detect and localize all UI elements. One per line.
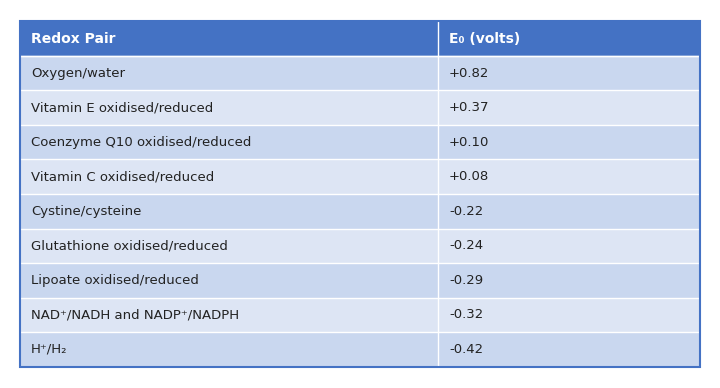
Text: NAD⁺/NADH and NADP⁺/NADPH: NAD⁺/NADH and NADP⁺/NADPH <box>31 308 239 321</box>
Text: -0.42: -0.42 <box>449 343 483 356</box>
Text: Vitamin E oxidised/reduced: Vitamin E oxidised/reduced <box>31 101 213 114</box>
Bar <box>20 263 700 298</box>
Text: Coenzyme Q10 oxidised/reduced: Coenzyme Q10 oxidised/reduced <box>31 136 251 149</box>
Text: Oxygen/water: Oxygen/water <box>31 67 125 80</box>
Bar <box>20 229 700 263</box>
Text: +0.08: +0.08 <box>449 170 489 183</box>
Text: -0.29: -0.29 <box>449 274 483 287</box>
Text: Vitamin C oxidised/reduced: Vitamin C oxidised/reduced <box>31 170 215 183</box>
Text: Glutathione oxidised/reduced: Glutathione oxidised/reduced <box>31 239 228 252</box>
Text: Redox Pair: Redox Pair <box>31 31 115 46</box>
Text: -0.24: -0.24 <box>449 239 483 252</box>
Text: +0.37: +0.37 <box>449 101 490 114</box>
Text: -0.22: -0.22 <box>449 205 483 218</box>
Bar <box>20 21 700 56</box>
Text: E₀ (volts): E₀ (volts) <box>449 31 521 46</box>
Bar <box>20 21 700 367</box>
Bar <box>20 90 700 125</box>
Text: +0.82: +0.82 <box>449 67 490 80</box>
Bar <box>20 194 700 229</box>
Text: Cystine/cysteine: Cystine/cysteine <box>31 205 141 218</box>
Bar <box>20 56 700 90</box>
Text: Lipoate oxidised/reduced: Lipoate oxidised/reduced <box>31 274 199 287</box>
Text: H⁺/H₂: H⁺/H₂ <box>31 343 68 356</box>
Bar <box>20 125 700 159</box>
Text: -0.32: -0.32 <box>449 308 483 321</box>
Bar <box>20 298 700 332</box>
Bar <box>20 332 700 367</box>
Bar <box>20 159 700 194</box>
Text: +0.10: +0.10 <box>449 136 490 149</box>
